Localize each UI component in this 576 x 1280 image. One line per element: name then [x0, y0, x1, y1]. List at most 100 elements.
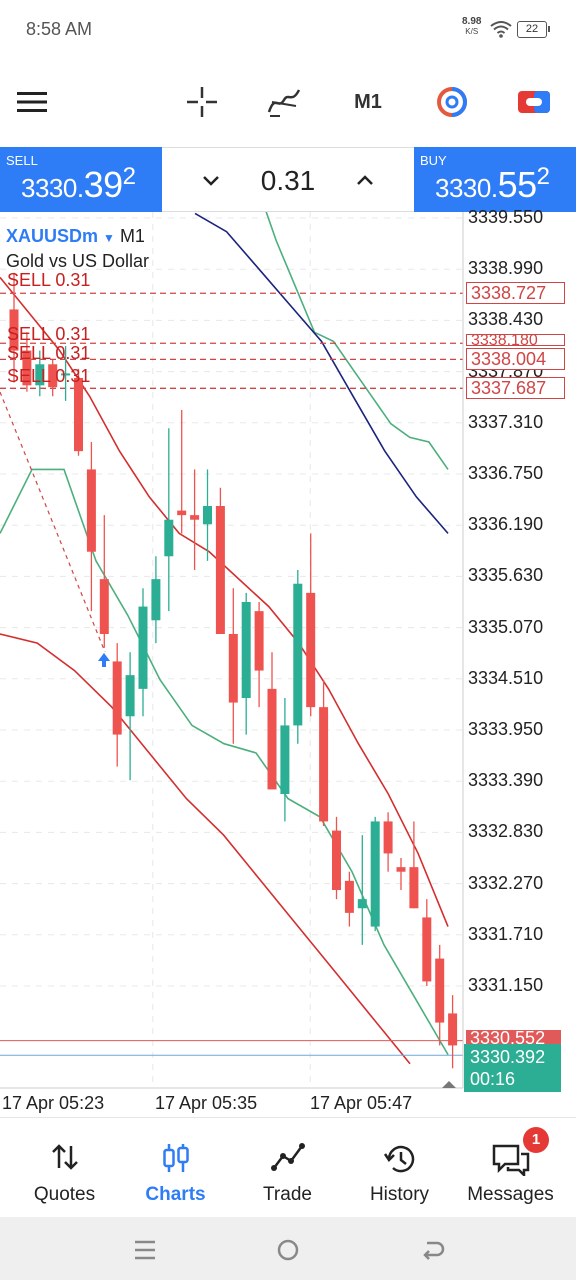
network-speed-value: 8.98	[462, 16, 482, 27]
price-chart[interactable]: XAUUSDm ▼ M1 Gold vs US Dollar SELL 0.31…	[0, 207, 576, 1117]
candle-body	[319, 707, 329, 822]
indicators-icon	[267, 89, 301, 117]
one-click-trade-panel: SELL 3330.392 0.31 BUY 3330.552	[0, 147, 576, 212]
buy-price: 3330.552	[435, 163, 550, 206]
order-label[interactable]: SELL 0.31	[7, 324, 91, 344]
position-price-tag[interactable]: 3338.004	[466, 348, 565, 370]
time-axis-label: 17 Apr 05:47	[310, 1093, 413, 1113]
buy-label: BUY	[420, 153, 447, 168]
position-price-tag[interactable]: 3338.727	[466, 282, 565, 304]
buy-button[interactable]: BUY 3330.552	[414, 147, 576, 212]
bottom-navigation: Quotes Charts Trade History Messages 1	[0, 1117, 576, 1217]
history-icon	[383, 1145, 414, 1173]
one-click-trading-icon	[518, 91, 550, 113]
sell-label: SELL	[6, 153, 38, 168]
messages-badge: 1	[523, 1127, 549, 1153]
price-axis-label: 3334.510	[468, 667, 544, 688]
candle-body	[215, 506, 225, 634]
candle-body	[241, 602, 251, 698]
price-axis-label: 3336.750	[468, 463, 544, 483]
candle-body	[332, 830, 341, 890]
buy-price-main: 3330.	[435, 173, 498, 203]
sell-price-big: 39	[83, 164, 124, 205]
price-axis-label: 3335.630	[468, 565, 544, 586]
candle-body	[448, 1013, 458, 1046]
price-axis-label: 3339.550	[468, 207, 544, 227]
envelope-lower-line	[0, 633, 411, 1065]
buy-price-sup: 2	[536, 163, 550, 190]
candle-body	[99, 579, 109, 634]
sell-price-sup: 2	[122, 163, 136, 190]
candle-body	[9, 309, 19, 351]
position-price-tag[interactable]: 3338.180	[466, 334, 565, 346]
price-axis-label: 3335.070	[468, 616, 544, 637]
price-axis-label: 3333.950	[468, 719, 544, 739]
nav-history-label: History	[369, 1184, 430, 1205]
candle-body	[370, 821, 380, 927]
sell-button[interactable]: SELL 3330.392	[0, 147, 162, 212]
one-click-trading-button[interactable]	[512, 80, 556, 124]
candle-body	[48, 364, 58, 388]
symbol-dropdown-icon[interactable]: ▼	[103, 231, 115, 245]
candle-body	[267, 688, 277, 790]
sell-price-main: 3330.	[21, 173, 84, 203]
chart-canvas[interactable]	[0, 212, 576, 1117]
price-axis-label: 3336.190	[468, 514, 544, 535]
candle-body	[383, 821, 393, 854]
indicators-button[interactable]	[262, 80, 306, 124]
nav-quotes[interactable]: Quotes	[7, 1118, 122, 1218]
objects-button[interactable]	[430, 80, 474, 124]
candle-body	[344, 880, 354, 913]
trade-connection-line	[0, 391, 106, 653]
candle-body	[357, 899, 367, 909]
order-label[interactable]: SELL 0.31	[7, 343, 91, 363]
position-price-tag[interactable]: 3337.687	[466, 377, 565, 399]
back-icon[interactable]	[417, 1235, 447, 1265]
candle-body	[280, 725, 290, 794]
symbol-name[interactable]: XAUUSDm	[6, 226, 99, 246]
price-axis-label: 3331.710	[468, 923, 544, 944]
bid-price-value: 3330.392	[470, 1047, 546, 1067]
price-axis-label: 3331.150	[468, 975, 544, 995]
price-axis-label: 3338.430	[468, 309, 544, 330]
order-label[interactable]: SELL 0.31	[7, 270, 91, 290]
status-bar: 8:58 AM 8.98 K/S 22	[0, 0, 576, 60]
candle-body	[164, 519, 174, 557]
nav-history[interactable]: History	[342, 1118, 457, 1218]
candle-body	[190, 515, 200, 520]
recent-apps-icon[interactable]	[130, 1235, 160, 1265]
price-axis-label: 3337.310	[468, 411, 544, 432]
chart-toolbar: M1	[0, 60, 576, 146]
trade-icon	[270, 1143, 305, 1171]
menu-button[interactable]	[14, 80, 50, 124]
wifi-icon	[490, 21, 512, 38]
timeframe-button[interactable]: M1	[354, 90, 382, 113]
nav-quotes-label: Quotes	[33, 1184, 96, 1205]
nav-messages[interactable]: Messages	[453, 1118, 568, 1218]
candle-body	[112, 661, 122, 735]
candle-body	[22, 350, 32, 386]
sell-price: 3330.392	[21, 163, 136, 206]
menu-icon	[17, 92, 47, 112]
home-icon[interactable]	[273, 1235, 303, 1265]
crosshair-button[interactable]	[180, 80, 224, 124]
buy-arrow-marker	[98, 653, 110, 667]
candle-body	[409, 867, 419, 909]
bid-price-tag: 3330.392 00:16	[464, 1044, 561, 1092]
volume-increase-icon[interactable]	[350, 166, 380, 196]
candle-body	[125, 675, 135, 717]
volume-value[interactable]: 0.31	[260, 165, 316, 196]
messages-icon	[492, 1144, 529, 1176]
candle-body	[35, 364, 45, 386]
symbol-description: Gold vs US Dollar	[6, 251, 150, 271]
nav-trade[interactable]: Trade	[230, 1118, 345, 1218]
order-label[interactable]: SELL 0.31	[7, 366, 91, 386]
candle-body	[293, 583, 303, 726]
system-navigation-bar	[0, 1217, 576, 1280]
bollinger-upper-line	[265, 212, 449, 470]
nav-charts[interactable]: Charts	[118, 1118, 233, 1218]
objects-icon	[437, 87, 467, 117]
chart-shift-marker	[442, 1081, 456, 1088]
candle-body	[254, 611, 264, 671]
volume-decrease-icon[interactable]	[196, 166, 226, 196]
